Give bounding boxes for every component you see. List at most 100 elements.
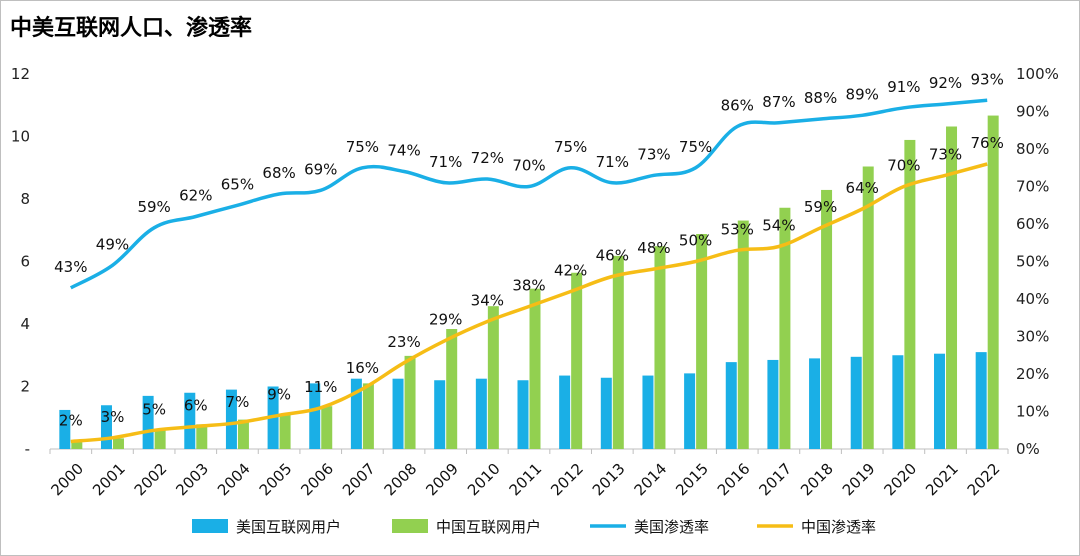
cn-users-bar [987,115,999,449]
y-right-tick-label: 10% [1016,403,1049,421]
cn-rate-data-label: 9% [267,385,291,403]
cn-rate-data-label: 29% [429,310,462,328]
cn-users-bar [904,139,916,449]
cn-rate-data-label: 48% [637,239,670,257]
us-users-bar [350,378,362,449]
us-users-bar [475,378,487,449]
cn-users-bar [862,166,874,449]
cn-users-bar [279,414,291,449]
y-right-tick-label: 50% [1016,253,1049,271]
cn-rate-data-label: 16% [346,359,379,377]
cn-users-bar [487,306,499,449]
cn-rate-data-label: 73% [929,145,962,163]
us-rate-data-label: 73% [637,145,670,163]
us-users-bar [142,395,154,449]
us-rate-data-label: 75% [554,138,587,156]
us-users-bar [892,355,904,449]
y-left-tick-label: 8 [20,190,30,208]
us-users-bar [100,405,112,449]
cn-users-bar [446,329,458,449]
cn-rate-data-label: 38% [512,277,545,295]
cn-users-bar [196,424,208,449]
y-right-tick-label: 0% [1016,440,1040,458]
us-rate-data-label: 65% [221,175,254,193]
us-users-bar [725,362,737,449]
legend-us-rate-label: 美国渗透率 [634,518,709,536]
cn-rate-data-label: 54% [762,217,795,235]
cn-rate-data-label: 23% [387,333,420,351]
y-left-tick-label: 12 [11,65,30,83]
cn-rate-data-label: 34% [471,292,504,310]
us-users-bar [59,409,71,449]
us-rate-data-label: 68% [262,164,295,182]
cn-rate-data-label: 7% [226,393,250,411]
us-users-bar [600,377,612,449]
us-rate-data-label: 72% [471,149,504,167]
us-users-bar [517,380,529,449]
us-rate-data-label: 71% [596,153,629,171]
us-rate-data-label: 88% [804,89,837,107]
x-tick-label: 2017 [756,460,796,500]
us-rate-data-label: 75% [679,138,712,156]
cn-rate-data-label: 76% [971,134,1004,152]
us-rate-data-label: 86% [721,97,754,115]
us-rate-data-label: 87% [762,93,795,111]
us-users-bar [642,375,654,449]
x-tick-label: 2016 [714,460,754,500]
x-tick-label: 2005 [256,460,296,500]
us-users-bar [850,356,862,449]
us-users-bar [559,375,571,449]
cn-users-bar [612,255,624,449]
us-users-bar [184,392,196,449]
cn-users-bar [404,355,416,449]
y-right-tick-label: 70% [1016,178,1049,196]
x-tick-label: 2001 [89,460,129,500]
chart-title: 中美互联网人口、渗透率 [10,16,253,41]
y-right-tick-label: 20% [1016,365,1049,383]
cn-rate-data-label: 3% [101,408,125,426]
x-tick-label: 2004 [214,460,254,500]
x-tick-label: 2009 [422,460,462,500]
cn-users-bar [321,406,333,449]
x-tick-label: 2020 [880,460,920,500]
y-right-tick-label: 60% [1016,215,1049,233]
x-tick-label: 2007 [339,460,379,500]
us-users-bar [975,352,987,449]
us-users-bar [309,383,321,449]
cn-rate-line [70,162,988,444]
legend-cn-rate-label: 中国渗透率 [801,518,876,536]
cn-rate-data-label: 70% [887,157,920,175]
cn-users-bar [696,234,708,449]
cn-users-bar [71,442,83,449]
x-tick-label: 2000 [47,460,87,500]
y-right-tick-label: 40% [1016,290,1049,308]
us-rate-data-label: 59% [137,198,170,216]
y-right-tick-label: 100% [1016,65,1059,83]
x-tick-label: 2018 [797,460,837,500]
cn-users-bar [529,288,541,449]
us-users-bar [767,359,779,449]
y-left-tick-label: 6 [20,253,30,271]
us-rate-data-label: 89% [846,85,879,103]
x-tick-label: 2015 [672,460,712,500]
us-rate-data-label: 70% [512,157,545,175]
x-tick-label: 2002 [131,460,171,500]
cn-rate-data-label: 42% [554,262,587,280]
us-rate-data-label: 71% [429,153,462,171]
us-users-bar [684,373,696,449]
cn-users-bar [779,207,791,449]
cn-rate-data-label: 6% [184,397,208,415]
x-tick-label: 2011 [506,460,546,500]
us-users-bar [392,378,404,449]
x-tick-label: 2010 [464,460,504,500]
y-left-tick-label: 2 [20,378,30,396]
y-left-tick-label: 10 [11,128,30,146]
y-right-tick-label: 30% [1016,328,1049,346]
us-users-bar [809,358,821,449]
cn-users-bar [112,438,124,449]
cn-users-bar [362,383,374,449]
cn-users-bar [654,246,666,449]
us-users-bar [434,380,446,449]
y-left-tick-label: 4 [20,315,30,333]
